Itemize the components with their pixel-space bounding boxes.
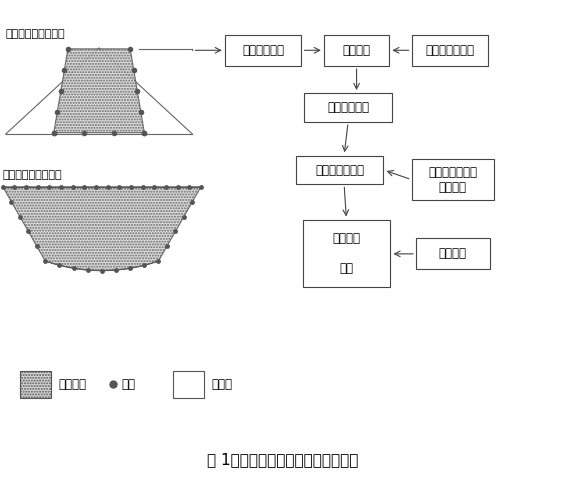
- Bar: [416, 239, 490, 269]
- Bar: [295, 156, 384, 184]
- Text: 異常部の

評価: 異常部の 評価: [332, 232, 361, 275]
- Bar: [412, 35, 488, 66]
- Bar: [302, 220, 391, 287]
- Bar: [324, 35, 389, 66]
- Bar: [173, 371, 204, 398]
- Bar: [20, 371, 51, 398]
- Text: 電極: 電極: [122, 377, 136, 391]
- Text: 遮水部: 遮水部: [211, 377, 232, 391]
- Polygon shape: [54, 49, 144, 133]
- Bar: [412, 160, 494, 200]
- Bar: [225, 35, 301, 66]
- Text: 計測プログラム: 計測プログラム: [426, 44, 474, 57]
- Text: 上下流方向模式断面: 上下流方向模式断面: [6, 29, 65, 38]
- Text: 堤軸方向模式断面区: 堤軸方向模式断面区: [3, 170, 62, 180]
- Text: 平常値との比較: 平常値との比較: [315, 163, 364, 177]
- Text: 物性ー比抵抗値
実験結果: 物性ー比抵抗値 実験結果: [428, 166, 477, 194]
- Text: 温度補正: 温度補正: [439, 247, 467, 261]
- Text: 解析領域: 解析領域: [58, 377, 86, 391]
- Text: 計測実施: 計測実施: [342, 44, 371, 57]
- Text: 計測結果解析: 計測結果解析: [327, 101, 369, 114]
- Text: 図 1　堤体安全監視システムの概要: 図 1 堤体安全監視システムの概要: [207, 452, 359, 468]
- Bar: [305, 93, 392, 122]
- Polygon shape: [3, 187, 201, 271]
- Text: 電気探査装置: 電気探査装置: [242, 44, 284, 57]
